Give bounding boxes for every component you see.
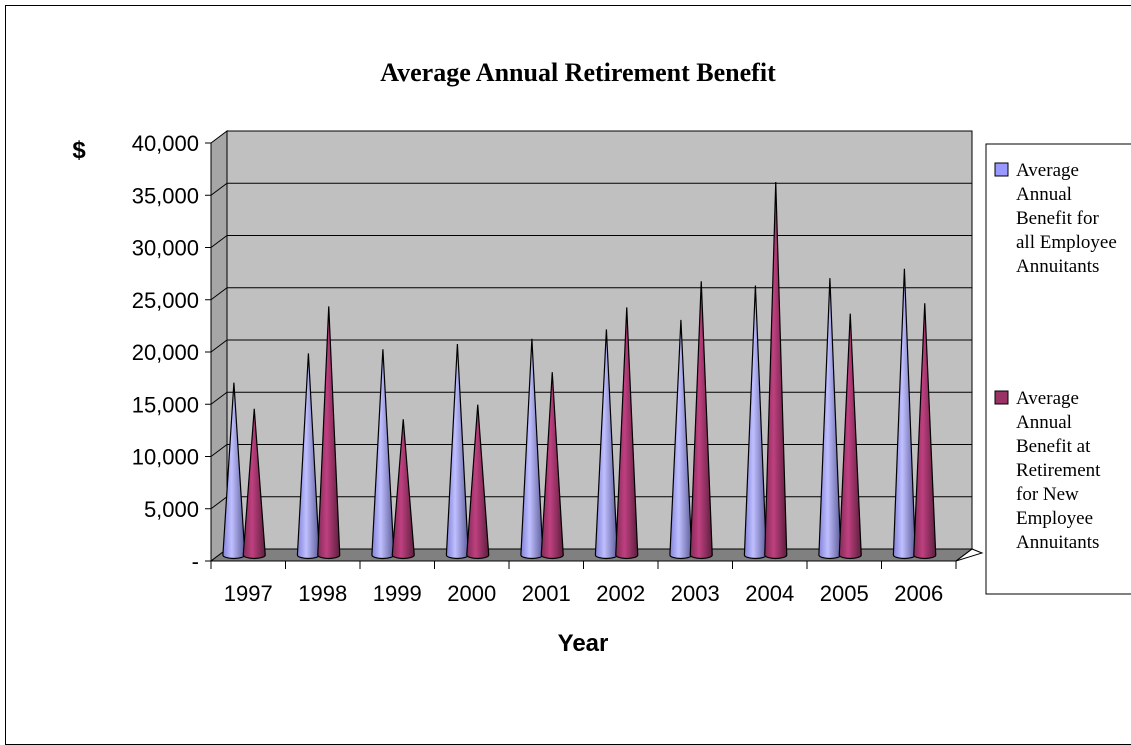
cone-body	[913, 303, 937, 560]
y-axis-label: $	[72, 137, 86, 164]
cone-new-employee-1999	[391, 419, 415, 560]
legend: Average Annual Benefit for all Employee Annu…	[985, 143, 1131, 595]
legend-swatch	[994, 390, 1009, 405]
y-tick-label: 40,000	[132, 131, 199, 156]
cone-body	[689, 281, 713, 560]
x-axis-label: Year	[558, 630, 609, 657]
x-tick-label: 2002	[596, 581, 645, 606]
cone-new-employee-2006	[913, 303, 937, 560]
chart-svg: Average Annual Retirement Benefit - 5,000…	[72, 58, 1131, 657]
legend-label: Average Annual Benefit at Retirement for New…	[1016, 388, 1101, 553]
y-tick-label: 20,000	[132, 340, 199, 365]
cone-body	[764, 182, 788, 560]
y-tick-label: 35,000	[132, 183, 199, 208]
legend-swatch	[994, 162, 1009, 177]
x-tick-label: 2006	[894, 581, 943, 606]
cone-body	[242, 408, 266, 560]
cone-body	[615, 307, 639, 560]
cone-new-employee-2000	[466, 404, 490, 560]
cone-body	[838, 313, 862, 560]
gridline-side	[210, 235, 228, 248]
x-tick-label: 1998	[298, 581, 347, 606]
x-tick-label: 2005	[820, 581, 869, 606]
cone-body	[540, 372, 564, 560]
cone-body	[391, 419, 415, 560]
gridline-side	[210, 182, 228, 196]
x-tick-label: 1999	[373, 581, 422, 606]
cone-new-employee-2001	[540, 372, 564, 560]
cone-new-employee-2005	[838, 313, 862, 560]
x-tick-label: 2003	[671, 581, 720, 606]
gridline-side	[210, 496, 228, 510]
y-tick-label: 25,000	[132, 288, 199, 313]
y-tick-label: -	[192, 549, 199, 574]
cone-new-employee-2002	[615, 307, 639, 560]
x-tick-label: 2004	[745, 581, 794, 606]
chart-area: Average Annual Retirement Benefit - 5,000…	[5, 5, 1131, 745]
gridline-side	[210, 339, 228, 353]
legend-box	[985, 143, 1131, 595]
cone-new-employee-2003	[689, 281, 713, 560]
legend-label: Average Annual Benefit for all Employee Annu…	[1016, 160, 1117, 277]
y-tick-label: 15,000	[132, 392, 199, 417]
cone-new-employee-1997	[242, 408, 266, 560]
x-tick-label: 1997	[224, 581, 273, 606]
cone-body	[317, 306, 341, 560]
y-axis-ticks: - 5,000 10,000 15,000 20,000 25,000 30,000 35,0…	[132, 131, 211, 574]
y-tick-label: 5,000	[144, 497, 199, 522]
chart-title: Average Annual Retirement Benefit	[380, 58, 776, 87]
chart-marks	[222, 182, 937, 560]
x-tick-label: 2001	[522, 581, 571, 606]
gridline-side	[210, 444, 228, 457]
x-axis-ticks: 1997 1998 1999 2000 2001 2002 2003 2004 2005 2006	[210, 561, 957, 606]
cone-body	[466, 404, 490, 560]
cone-new-employee-1998	[317, 306, 341, 560]
gridline-side	[210, 391, 228, 405]
y-tick-label: 30,000	[132, 236, 199, 261]
y-tick-label: 10,000	[132, 445, 199, 470]
cone-new-employee-2004	[764, 182, 788, 560]
gridline-side	[210, 287, 228, 301]
x-tick-label: 2000	[447, 581, 496, 606]
